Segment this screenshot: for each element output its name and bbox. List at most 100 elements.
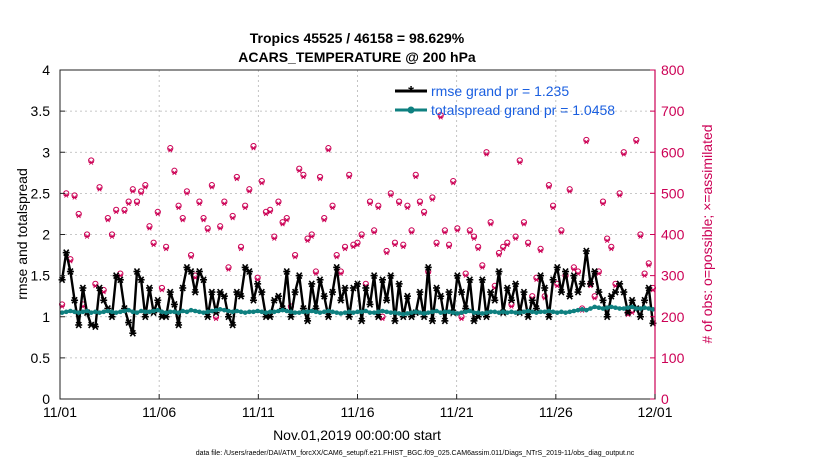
obs-assimilated-stroke <box>143 184 148 190</box>
obs-assimilated-stroke <box>438 114 443 120</box>
obs-assimilated-point <box>513 236 519 241</box>
obs-assimilated-point <box>558 230 564 235</box>
obs-assimilated-stroke <box>463 273 468 278</box>
obs-assimilated-stroke <box>596 271 601 276</box>
y-tick-label-left: 0.5 <box>31 350 51 366</box>
obs-assimilated-point <box>275 201 281 206</box>
obs-assimilated-stroke <box>184 191 190 196</box>
obs-assimilated-point <box>350 244 356 250</box>
obs-assimilated-point <box>97 186 103 192</box>
obs-assimilated-stroke <box>367 201 373 206</box>
obs-assimilated-stroke <box>180 217 185 223</box>
totalspread-point <box>367 310 373 315</box>
x-tick-label: 11/26 <box>539 404 573 420</box>
rmse-point-stroke <box>179 284 186 292</box>
obs-assimilated-stroke <box>218 226 223 231</box>
rmse-point-stroke <box>63 249 70 257</box>
rmse-point-stroke <box>387 272 394 280</box>
obs-assimilated-stroke <box>292 254 298 260</box>
rmse-point <box>129 329 137 337</box>
rmse-point <box>557 288 565 296</box>
obs-assimilated-stroke <box>546 184 552 190</box>
rmse-point <box>507 296 515 304</box>
totalspread-point <box>134 310 140 315</box>
obs-assimilated-stroke <box>538 248 543 254</box>
rmse-point <box>433 284 441 292</box>
obs-assimilated-stroke <box>188 254 194 260</box>
rmse-point <box>387 272 395 280</box>
rmse-point <box>541 284 549 292</box>
obs-assimilated-point <box>496 252 502 258</box>
rmse-point-stroke <box>88 321 95 329</box>
rmse-point <box>641 296 649 304</box>
rmse-point-stroke <box>583 247 590 255</box>
rmse-point <box>403 292 411 300</box>
totalspread-point <box>326 308 331 314</box>
rmse-point <box>636 313 644 321</box>
totalspread-point <box>504 310 510 315</box>
totalspread-point <box>155 307 161 313</box>
obs-assimilated-stroke <box>276 201 281 206</box>
totalspread-point <box>380 308 385 314</box>
rmse-point-stroke <box>92 323 99 331</box>
legend-rmse-marker: * <box>408 83 414 100</box>
totalspread-point <box>430 309 435 315</box>
rmse-point <box>616 280 624 288</box>
obs-assimilated-point <box>371 230 377 235</box>
obs-assimilated-point <box>438 114 444 120</box>
totalspread-point <box>650 307 656 312</box>
obs-assimilated-point <box>355 242 360 248</box>
rmse-point <box>291 288 299 296</box>
obs-assimilated-point <box>600 201 606 206</box>
obs-assimilated-stroke <box>559 230 564 235</box>
rmse-point <box>116 276 124 284</box>
totalspread-point <box>163 310 169 315</box>
obs-assimilated-point <box>105 217 111 223</box>
totalspread-point <box>492 309 498 315</box>
obs-assimilated-point <box>255 277 261 283</box>
rmse-point <box>358 317 366 325</box>
obs-assimilated-stroke <box>621 152 626 157</box>
obs-assimilated-stroke <box>234 176 239 182</box>
rmse-point-stroke <box>337 296 344 304</box>
totalspread-point <box>355 309 360 315</box>
rmse-point-stroke <box>267 313 274 321</box>
obs-assimilated-point <box>188 254 194 260</box>
totalspread-point <box>255 308 260 314</box>
obs-assimilated-point <box>230 215 236 221</box>
rmse-point-stroke <box>562 268 569 276</box>
rmse-point-stroke <box>445 288 453 296</box>
rmse-point-stroke <box>275 292 282 300</box>
obs-assimilated-stroke <box>213 316 219 322</box>
obs-assimilated-stroke <box>459 316 464 322</box>
totalspread-point <box>542 309 548 315</box>
y-tick-label-left: 4 <box>42 62 50 78</box>
rmse-point <box>137 276 145 284</box>
totalspread-point <box>442 309 448 315</box>
obs-assimilated-point <box>546 184 552 190</box>
obs-assimilated-stroke <box>176 205 181 211</box>
rmse-point <box>341 284 349 292</box>
rmse-point-stroke <box>604 313 611 321</box>
obs-assimilated-point <box>205 228 211 233</box>
y-tick-label-left: 2 <box>42 227 50 243</box>
totalspread-point <box>413 309 419 315</box>
totalspread-point <box>346 309 352 315</box>
totalspread-point <box>167 309 173 315</box>
obs-assimilated-point <box>421 211 427 217</box>
totalspread-point <box>205 309 211 315</box>
totalspread-point <box>72 309 77 315</box>
rmse-point <box>79 284 87 292</box>
totalspread-point <box>446 309 452 315</box>
obs-assimilated-point <box>242 205 248 211</box>
obs-assimilated-point <box>176 205 182 211</box>
obs-assimilated-stroke <box>255 277 260 283</box>
obs-assimilated-stroke <box>334 254 339 260</box>
obs-assimilated-point <box>429 197 435 202</box>
obs-assimilated-stroke <box>359 234 364 239</box>
rmse-point-stroke <box>79 284 86 292</box>
totalspread-point <box>596 305 602 311</box>
rmse-point <box>503 284 511 292</box>
rmse-point-stroke <box>541 284 548 292</box>
obs-assimilated-point <box>442 230 448 235</box>
